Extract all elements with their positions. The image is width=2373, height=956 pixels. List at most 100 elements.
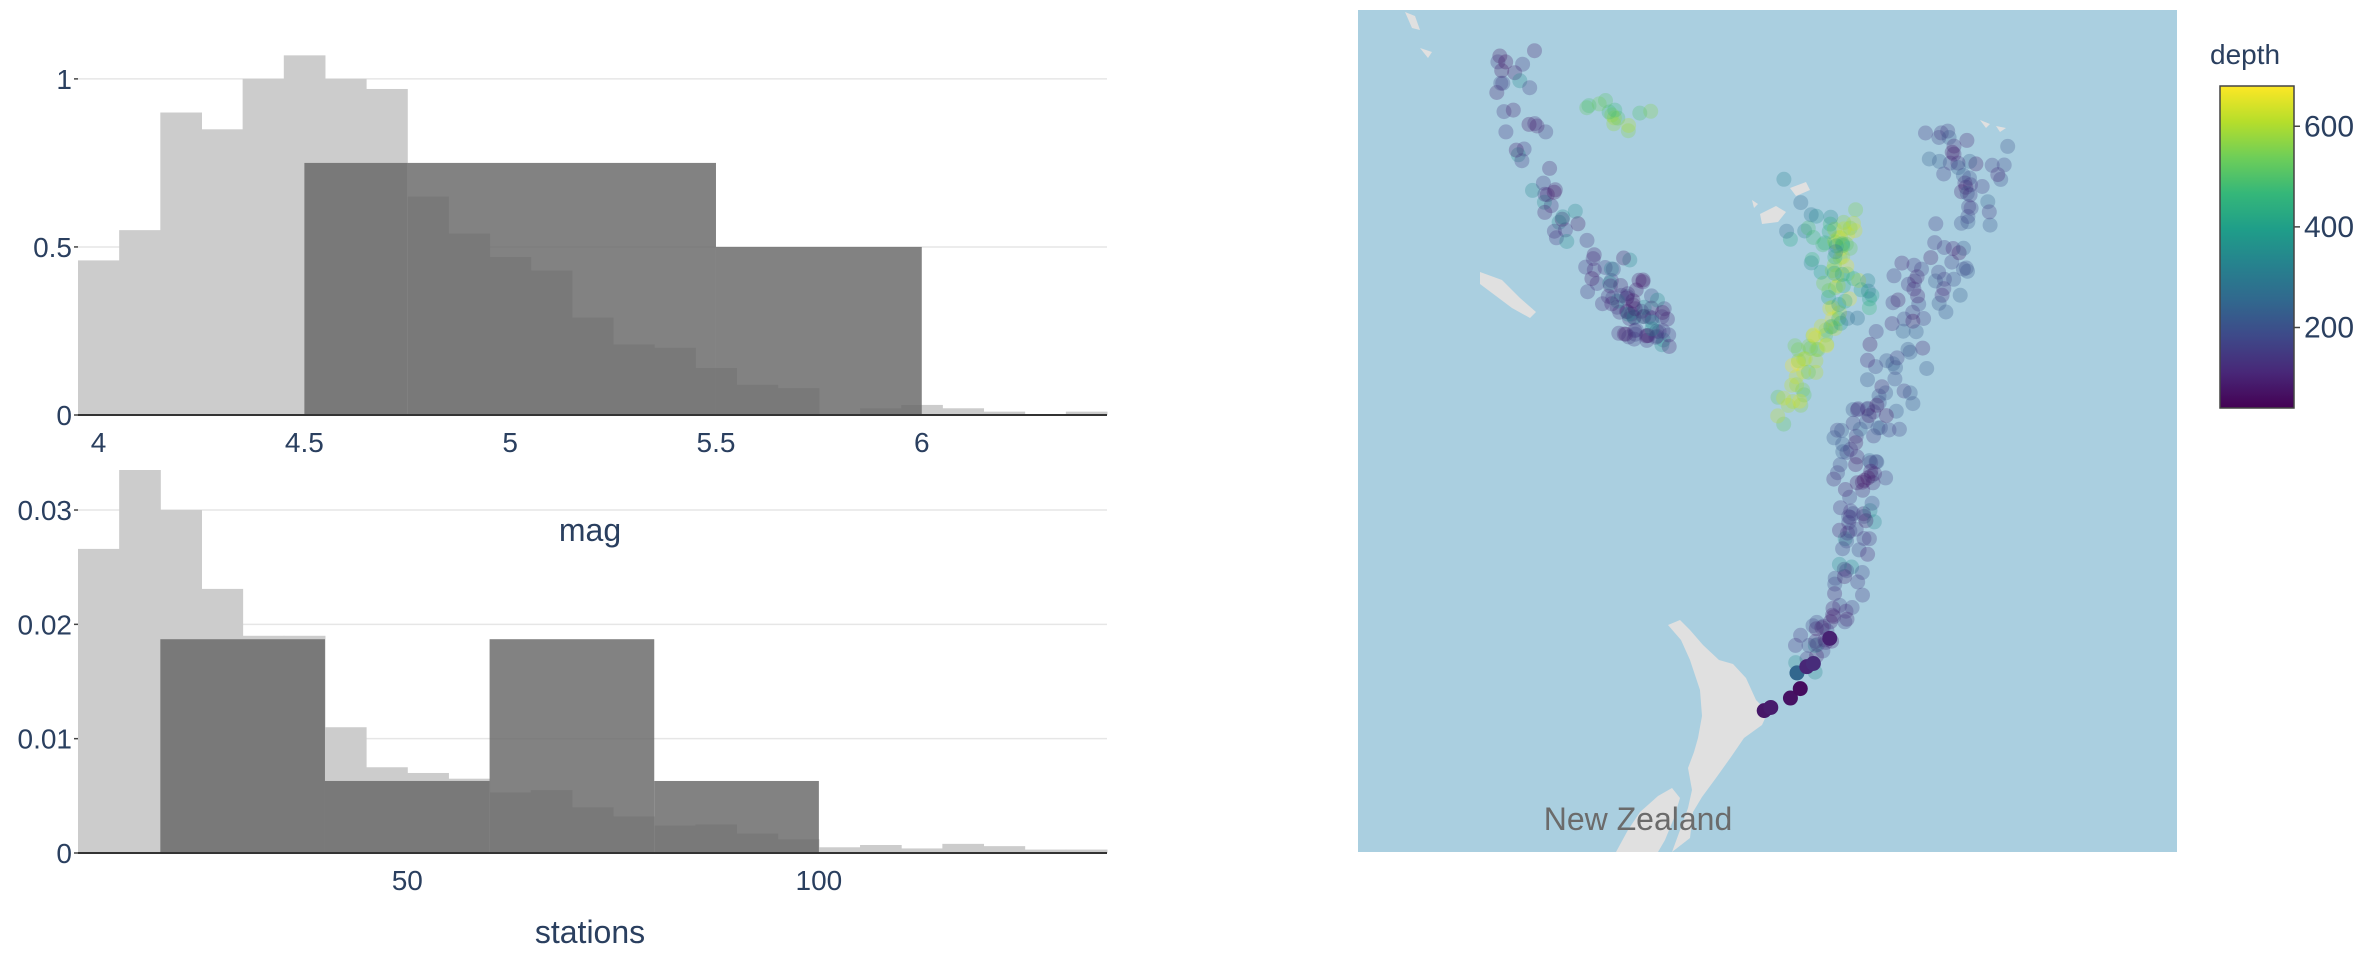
quake-point (1809, 342, 1825, 357)
quake-point (1826, 471, 1842, 487)
quake-point (1835, 278, 1851, 294)
histogram-bar-all[interactable] (201, 129, 244, 416)
histogram-bar-all[interactable] (119, 470, 161, 853)
histogram-bar-selected[interactable] (407, 162, 716, 415)
geo-map[interactable] (1358, 10, 2177, 852)
quake-point (1839, 445, 1855, 460)
quake-point (1960, 263, 1975, 279)
histogram-bar-all[interactable] (860, 844, 902, 853)
quake-point (1842, 291, 1857, 307)
quake-point (1586, 247, 1602, 263)
quake-point (1844, 600, 1860, 615)
quake-point (1828, 244, 1844, 260)
quake-point (1825, 600, 1841, 616)
quake-point (1597, 260, 1613, 275)
quake-point (1827, 570, 1843, 586)
quake-point (1619, 304, 1635, 320)
quake-point (1808, 208, 1824, 224)
histogram-bar-all[interactable] (901, 848, 943, 853)
quake-point (1963, 177, 1978, 193)
histogram-mag: 0 0.5 1 4 4.5 5 5.5 6 (33, 55, 1108, 458)
histogram-bar-all[interactable] (78, 548, 120, 853)
histogram-bar-all[interactable] (160, 112, 202, 416)
x-tick-label: 6 (914, 427, 930, 458)
histogram-bar-all[interactable] (818, 847, 861, 853)
quake-point (1936, 240, 1952, 255)
quake-point (1643, 103, 1659, 119)
quake-point (1810, 342, 1826, 358)
quake-point (1909, 269, 1925, 285)
histogram-bar-all[interactable] (942, 843, 985, 853)
histogram-bar-all[interactable] (242, 78, 285, 415)
quake-point (1842, 240, 1858, 256)
histogram-bar-all[interactable] (1065, 849, 1108, 853)
quake-point (1861, 453, 1877, 469)
quake-point (1625, 297, 1641, 313)
quake-point (1833, 315, 1849, 331)
y-tick-label: 0.01 (18, 724, 73, 755)
colorbar-tick-label: 600 (2304, 110, 2354, 143)
quake-point (1619, 289, 1635, 305)
land (1405, 12, 1420, 30)
y-tick-label: 0.03 (18, 495, 73, 526)
quake-point (1835, 444, 1851, 460)
quake-point (1828, 235, 1843, 251)
histogram-bar-all[interactable] (119, 230, 161, 415)
quake-point-selected[interactable] (1763, 699, 1779, 715)
quake-point (1782, 231, 1798, 247)
quake-point (1863, 455, 1879, 471)
quake-point (1639, 332, 1655, 348)
quake-point-selected[interactable] (1822, 630, 1838, 646)
histogram-bar-selected[interactable] (160, 639, 325, 853)
quake-point (1831, 297, 1847, 312)
quake-point (1619, 304, 1634, 319)
quake-point (1837, 531, 1853, 547)
quake-point (1832, 522, 1847, 538)
quake-point (1996, 157, 2012, 173)
quake-point (1815, 237, 1831, 253)
histogram-bar-all[interactable] (983, 411, 1026, 415)
quake-point (1936, 281, 1952, 297)
quake-point (1495, 75, 1511, 91)
quake-point (1856, 472, 1872, 488)
quake-point (1900, 276, 1916, 292)
quake-point (1539, 187, 1555, 203)
histogram-bar-all[interactable] (983, 846, 1026, 853)
quake-point-selected[interactable] (1782, 690, 1798, 706)
quake-point (1890, 292, 1906, 308)
quake-point (1622, 311, 1637, 327)
quake-point (1952, 287, 1968, 303)
quake-point (1800, 364, 1816, 380)
histogram-bar-all[interactable] (942, 408, 985, 415)
histogram-bar-all[interactable] (1065, 411, 1108, 415)
histogram-bar-selected[interactable] (304, 162, 408, 415)
quake-point (1832, 597, 1848, 613)
histogram-bar-selected[interactable] (654, 780, 819, 853)
histogram-bar-all[interactable] (1024, 849, 1067, 853)
quake-point-selected[interactable] (1792, 681, 1808, 697)
quake-point (1801, 637, 1817, 653)
quake-point (2000, 138, 2016, 154)
quake-point (1797, 223, 1813, 239)
quake-point (1627, 301, 1643, 317)
quake-point (1916, 311, 1932, 326)
colorbar-title: depth (2210, 39, 2280, 70)
quake-point (1589, 276, 1605, 291)
histogram-bar-selected[interactable] (715, 246, 922, 415)
histogram-bar-all[interactable] (901, 404, 943, 415)
quake-point (1779, 223, 1795, 239)
quake-point-selected[interactable] (1805, 655, 1821, 671)
quake-point (1845, 402, 1861, 418)
histogram-bar-all[interactable] (78, 260, 120, 415)
quake-point (1638, 328, 1654, 344)
quake-point (1826, 430, 1842, 446)
quake-point (1825, 607, 1840, 623)
quake-point (1921, 151, 1937, 167)
quake-point (1980, 194, 1996, 210)
land (1996, 126, 2006, 132)
histogram-bar-selected[interactable] (489, 639, 655, 853)
quake-point (1805, 230, 1821, 245)
quake-point (1580, 284, 1596, 300)
histogram-bar-selected[interactable] (324, 780, 490, 853)
quake-point (1595, 296, 1610, 312)
